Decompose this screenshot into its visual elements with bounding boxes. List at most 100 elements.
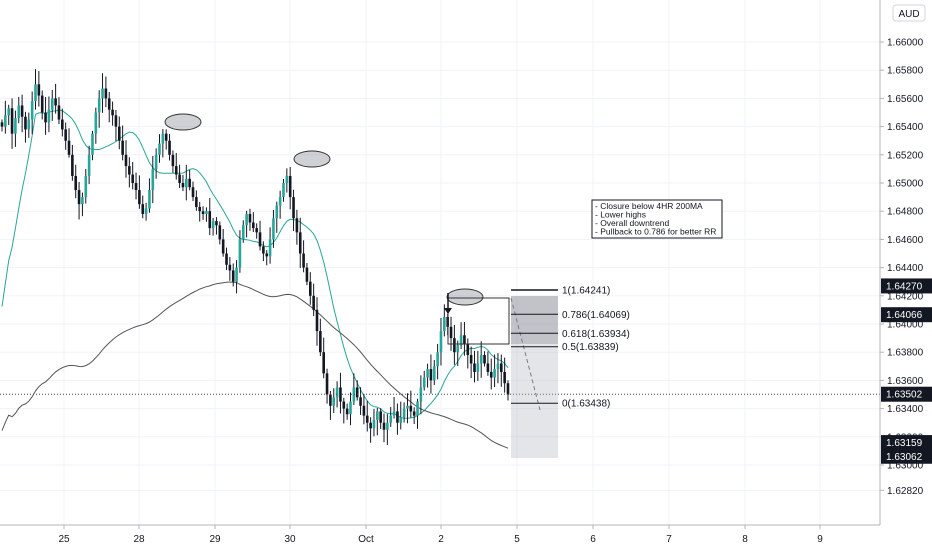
candle [134, 172, 138, 200]
candle-body [74, 175, 78, 191]
candle [439, 317, 443, 366]
fibonacci-retracement[interactable]: 1(1.64241) 0.786(1.64069) 0.618(1.63934) 0.… [511, 286, 630, 410]
annotation-frame [591, 199, 723, 239]
candle-body [382, 422, 386, 430]
candle-body [225, 253, 228, 265]
currency-badge-bg [892, 4, 926, 22]
candle [362, 393, 366, 425]
candle-body [469, 355, 473, 364]
candle-body [282, 183, 285, 198]
highlight-ellipse [164, 113, 202, 131]
time-tick-label: 8 [742, 534, 748, 545]
candle [496, 353, 500, 384]
candle [389, 406, 393, 427]
candle [117, 116, 121, 150]
candle-body [57, 105, 61, 120]
candle-body [453, 338, 456, 353]
candle-body [34, 84, 37, 102]
time-axis[interactable]: 25 28 29 30 Oct 2 5 6 7 8 9 [0, 524, 880, 545]
price-tick-label: 1.64400 [887, 263, 924, 274]
candle [198, 201, 202, 222]
price-tick-label: 1.62820 [887, 486, 924, 497]
candle-body [40, 95, 44, 113]
candle-body [111, 109, 114, 116]
annotation-box[interactable]: - Closure below 4HR 200MA- Lower highs- … [591, 199, 723, 239]
candle-body [67, 140, 71, 155]
candle [211, 218, 215, 236]
candle-body [389, 415, 393, 423]
candle-body [499, 363, 503, 372]
annotation-line: - Lower highs [595, 210, 646, 220]
candle-body [91, 133, 94, 155]
candle [228, 257, 232, 281]
candle [436, 343, 439, 380]
candle-body [27, 119, 31, 130]
price-tick-label: 1.64800 [887, 207, 924, 218]
candle-body [161, 133, 165, 144]
candle [402, 402, 406, 423]
candle-body [61, 119, 64, 130]
candle [101, 73, 104, 113]
candle-body [386, 422, 389, 430]
candle-body [406, 405, 409, 409]
price-tick-label: 1.63000 [887, 461, 924, 472]
candle [141, 195, 145, 219]
candle-body [30, 101, 34, 120]
currency-badge[interactable]: AUD [892, 4, 926, 22]
candle-body [235, 267, 238, 282]
candle [422, 370, 426, 391]
candle-body [37, 84, 41, 96]
candle-body [322, 352, 325, 374]
candle-body [164, 133, 168, 141]
candle-body [20, 105, 24, 117]
candle-body [506, 383, 510, 395]
fib-level-label: 0(1.63438) [562, 399, 610, 410]
candle [486, 351, 490, 376]
candle-body [298, 232, 302, 254]
candle-body [158, 143, 161, 155]
candle [238, 230, 242, 273]
candle [315, 297, 319, 346]
candle-body [399, 417, 403, 423]
candle [359, 387, 362, 415]
candle [319, 318, 322, 357]
candle-body [228, 264, 232, 271]
candle [302, 240, 305, 273]
candle [174, 152, 178, 180]
candle-body [241, 225, 245, 240]
candle-body [24, 116, 27, 130]
price-tick-label: 1.64600 [887, 235, 924, 246]
price-tick-label: 1.65000 [887, 179, 924, 190]
candle-body [168, 140, 171, 155]
candle-body [473, 363, 476, 372]
price-tick-label: 1.65400 [887, 122, 924, 133]
candle [144, 202, 148, 221]
annotation-line: - Overall downtrend [595, 218, 669, 228]
candle-body [221, 239, 225, 254]
candle-body [396, 411, 399, 423]
candle-body [486, 363, 490, 372]
candle [205, 207, 208, 222]
candle-body [148, 190, 151, 209]
candle [268, 227, 272, 264]
candle [168, 134, 171, 161]
candle-body [178, 174, 181, 183]
candle [262, 241, 265, 262]
candle-body [64, 129, 67, 141]
candle [352, 373, 356, 405]
price-tag-bg [881, 307, 932, 323]
candle-body [265, 253, 269, 257]
candle [245, 210, 248, 238]
candle [258, 220, 262, 251]
candle [27, 112, 31, 138]
candle [479, 341, 483, 378]
candle [47, 96, 51, 133]
candle-body [429, 369, 433, 381]
candle [201, 206, 205, 220]
price-tick-label: 1.65600 [887, 94, 924, 105]
candle-body [4, 115, 7, 127]
candle-body [218, 225, 222, 240]
candle-body [181, 183, 185, 188]
candle-body [238, 239, 242, 268]
